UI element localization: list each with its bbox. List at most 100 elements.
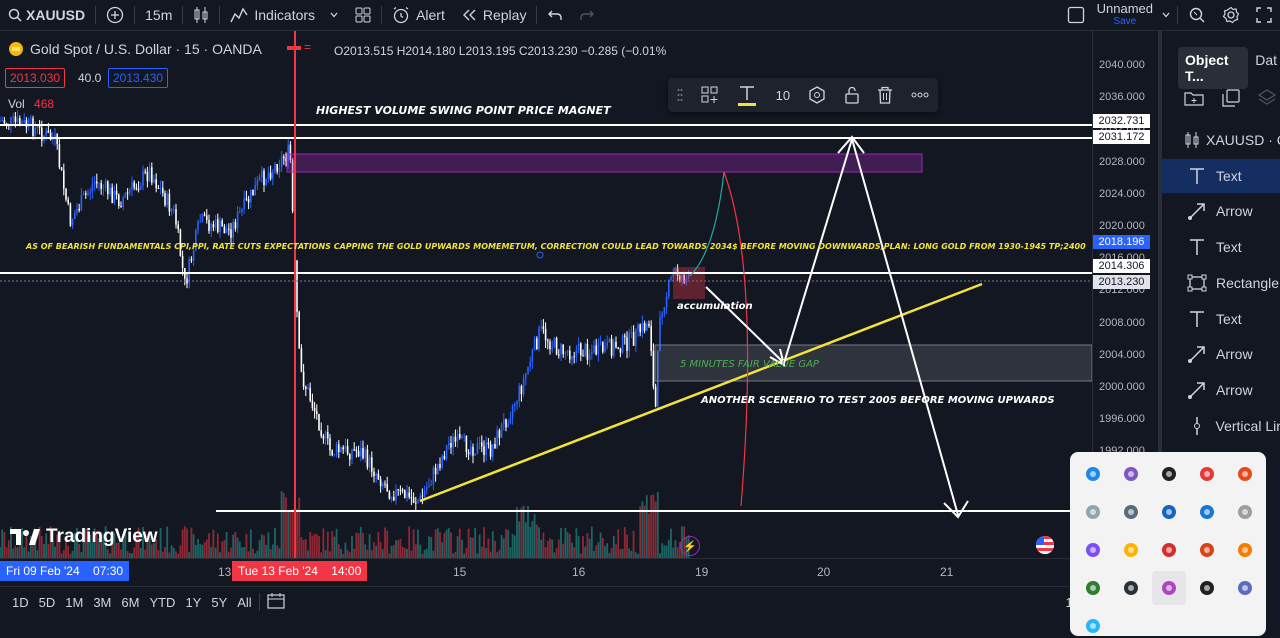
- app-icon-19[interactable]: [1195, 576, 1219, 600]
- range-1y[interactable]: 1Y: [185, 594, 202, 610]
- object-tree-item[interactable]: Text: [1162, 302, 1280, 336]
- layout-menu-button[interactable]: [1157, 0, 1175, 30]
- supply-zone-rectangle[interactable]: [286, 153, 923, 173]
- scenario-annotation[interactable]: ANOTHER SCENERIO TO TEST 2005 BEFORE MOV…: [701, 395, 1055, 406]
- range-ytd[interactable]: YTD: [149, 594, 176, 610]
- opera-icon[interactable]: [1157, 538, 1181, 562]
- chart-canvas[interactable]: [0, 31, 1092, 558]
- fvg-annotation[interactable]: 5 MINUTES FAIR VALUE GAP: [680, 359, 819, 370]
- chrome-icon[interactable]: [1195, 462, 1219, 486]
- app-icon-5[interactable]: [1233, 462, 1257, 486]
- range-6m[interactable]: 6M: [121, 594, 140, 610]
- us-flag-icon[interactable]: [1036, 536, 1054, 554]
- range-5y[interactable]: 5Y: [211, 594, 228, 610]
- candle-body: [445, 445, 448, 460]
- volume-bar: [36, 550, 39, 558]
- tab-data-window[interactable]: Dat: [1255, 52, 1277, 68]
- app-icon-6[interactable]: [1081, 500, 1105, 524]
- app-icon-14[interactable]: [1195, 538, 1219, 562]
- object-tree-item[interactable]: Arrow: [1162, 337, 1280, 371]
- range-5d[interactable]: 5D: [38, 594, 56, 610]
- duplicate-icon[interactable]: [1222, 89, 1240, 107]
- price-axis-label: 1996.000: [1099, 413, 1145, 426]
- redo-button[interactable]: [571, 0, 603, 30]
- accumulation-annotation[interactable]: accumulation: [677, 301, 753, 312]
- layers-icon[interactable]: [1258, 89, 1276, 107]
- volume-bar: [236, 537, 239, 558]
- symbol-search[interactable]: XAUUSD: [0, 0, 93, 30]
- steam-icon[interactable]: [1119, 576, 1143, 600]
- undo-button[interactable]: [539, 0, 571, 30]
- fullscreen-icon: [1256, 7, 1272, 23]
- font-size-value[interactable]: 10: [775, 87, 791, 103]
- new-folder-icon[interactable]: [1184, 89, 1204, 107]
- app-icon-1[interactable]: [1081, 462, 1105, 486]
- goto-date-button[interactable]: [262, 592, 290, 612]
- range-1m[interactable]: 1M: [65, 594, 84, 610]
- shield-icon[interactable]: [1195, 500, 1219, 524]
- range-3m[interactable]: 3M: [93, 594, 112, 610]
- templates-icon[interactable]: [701, 86, 719, 104]
- tradingview-logo[interactable]: TradingView: [10, 526, 158, 548]
- compare-button[interactable]: [98, 0, 132, 30]
- pen-icon[interactable]: [1152, 571, 1186, 605]
- candle-body: [65, 188, 67, 200]
- app-icon-15[interactable]: [1233, 538, 1257, 562]
- teams-icon[interactable]: [1233, 576, 1257, 600]
- chart-type-button[interactable]: [185, 0, 217, 30]
- drag-handle-icon[interactable]: [677, 88, 683, 102]
- tab-object-tree[interactable]: Object T...: [1178, 47, 1249, 89]
- app-icon-12[interactable]: [1119, 538, 1143, 562]
- volume-bar: [432, 550, 435, 558]
- settings-button[interactable]: [1214, 0, 1248, 30]
- object-tree-item[interactable]: Text: [1162, 158, 1280, 193]
- object-tree-item[interactable]: Rectangle: [1162, 266, 1280, 300]
- lock-icon[interactable]: [844, 86, 859, 104]
- trash-icon[interactable]: [877, 86, 893, 104]
- volume-bar: [47, 543, 50, 558]
- object-tree-item[interactable]: Arrow: [1162, 194, 1280, 228]
- fundamentals-annotation[interactable]: AS OF BEARISH FUNDAMENTALS CPI,PPI, RATE…: [26, 242, 1086, 251]
- nvidia-icon[interactable]: [1081, 576, 1105, 600]
- templates-button[interactable]: [347, 0, 379, 30]
- volume-bar: [148, 534, 151, 558]
- fair-value-gap-rectangle[interactable]: [654, 344, 1092, 382]
- quick-search-button[interactable]: [1180, 0, 1214, 30]
- object-tree-item[interactable]: Vertical Lin: [1162, 409, 1280, 443]
- range-1d[interactable]: 1D: [12, 594, 29, 610]
- bid-price[interactable]: 2013.030: [5, 68, 66, 88]
- app-icon-3[interactable]: [1157, 462, 1181, 486]
- app-icon-11[interactable]: [1081, 538, 1105, 562]
- interval-button[interactable]: 15m: [145, 7, 173, 23]
- accumulation-box[interactable]: [673, 267, 705, 299]
- app-icon-2[interactable]: [1119, 462, 1143, 486]
- more-icon[interactable]: [911, 92, 929, 98]
- settings-hexagon-icon[interactable]: [808, 86, 826, 104]
- bluetooth-icon[interactable]: [1157, 500, 1181, 524]
- rectangle-icon: [1184, 274, 1210, 292]
- text-color-icon[interactable]: [737, 84, 757, 106]
- trend-line[interactable]: [419, 282, 983, 503]
- alert-button[interactable]: Alert: [384, 0, 453, 30]
- volume-bar: [216, 533, 219, 558]
- indicators-button[interactable]: Indicators: [222, 0, 347, 30]
- chart-pane[interactable]: Gold Spot / U.S. Dollar · 15 · OANDA = O…: [0, 31, 1155, 584]
- object-tree-item[interactable]: XAUUSD · C: [1162, 123, 1280, 157]
- ask-price[interactable]: 2013.430: [108, 68, 169, 88]
- scenario-path-arrow[interactable]: [705, 135, 959, 516]
- cloud-icon[interactable]: [1119, 500, 1143, 524]
- candle-body: [373, 471, 375, 477]
- lightning-icon[interactable]: ⚡: [680, 536, 700, 556]
- symbol-legend[interactable]: Gold Spot / U.S. Dollar · 15 · OANDA: [8, 41, 262, 57]
- object-tree-item[interactable]: Arrow: [1162, 373, 1280, 407]
- layout-toggle[interactable]: [1059, 0, 1093, 30]
- magnet-annotation[interactable]: HIGHEST VOLUME SWING POINT PRICE MAGNET: [316, 104, 611, 117]
- replay-button[interactable]: Replay: [453, 0, 535, 30]
- app-icon-21[interactable]: [1081, 614, 1105, 638]
- fullscreen-button[interactable]: [1248, 0, 1280, 30]
- range-all[interactable]: All: [237, 594, 252, 610]
- time-axis[interactable]: Fri 09 Feb '24 07:30 13 Tue 13 Feb '24 1…: [0, 558, 1092, 585]
- object-tree-item[interactable]: Text: [1162, 230, 1280, 264]
- app-icon-10[interactable]: [1233, 500, 1257, 524]
- layout-name-button[interactable]: Unnamed Save: [1093, 0, 1157, 30]
